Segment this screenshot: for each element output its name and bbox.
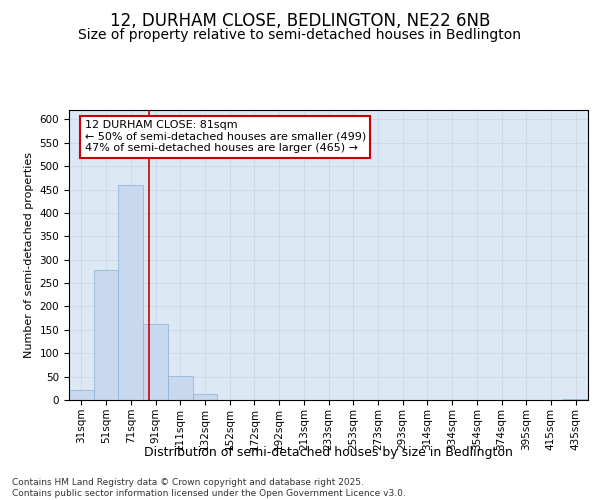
Text: 12 DURHAM CLOSE: 81sqm
← 50% of semi-detached houses are smaller (499)
47% of se: 12 DURHAM CLOSE: 81sqm ← 50% of semi-det… bbox=[85, 120, 366, 154]
Bar bbox=[143, 324, 168, 400]
Text: Contains HM Land Registry data © Crown copyright and database right 2025.
Contai: Contains HM Land Registry data © Crown c… bbox=[12, 478, 406, 498]
Bar bbox=[118, 185, 143, 400]
Bar bbox=[168, 376, 193, 400]
Bar bbox=[193, 394, 217, 400]
Bar bbox=[69, 390, 94, 400]
Text: Size of property relative to semi-detached houses in Bedlington: Size of property relative to semi-detach… bbox=[79, 28, 521, 42]
Bar bbox=[563, 399, 588, 400]
Bar bbox=[94, 270, 118, 400]
Y-axis label: Number of semi-detached properties: Number of semi-detached properties bbox=[24, 152, 34, 358]
Text: 12, DURHAM CLOSE, BEDLINGTON, NE22 6NB: 12, DURHAM CLOSE, BEDLINGTON, NE22 6NB bbox=[110, 12, 490, 30]
Text: Distribution of semi-detached houses by size in Bedlington: Distribution of semi-detached houses by … bbox=[145, 446, 513, 459]
